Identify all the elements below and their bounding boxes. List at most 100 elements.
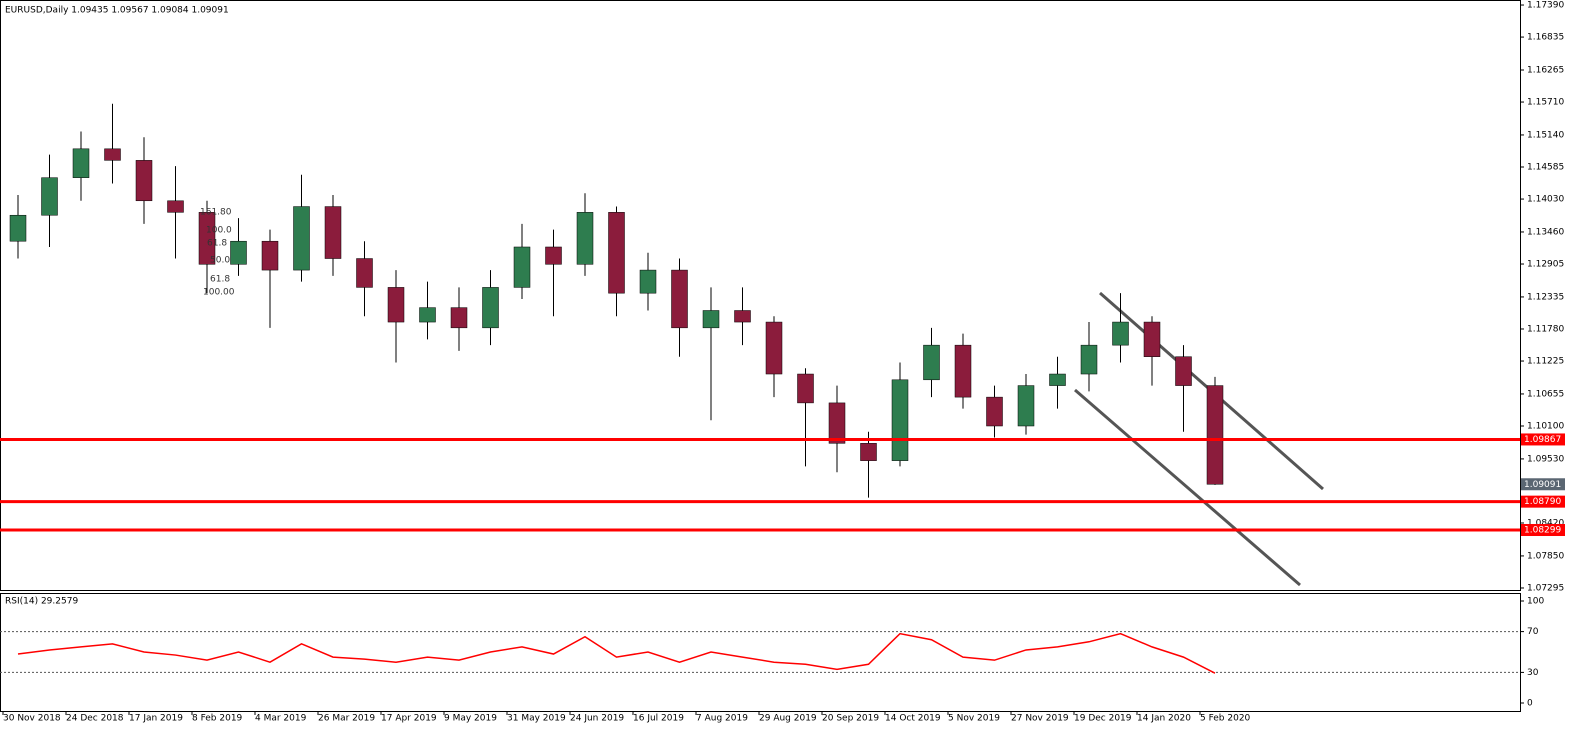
x-tick-label: 14 Oct 2019 — [885, 714, 941, 724]
y-tick-label: 1.09530 — [1527, 454, 1564, 464]
main-panel — [0, 0, 1521, 591]
candle-body — [419, 307, 436, 323]
fib-label: 100.00 — [203, 288, 235, 298]
candle-body — [356, 258, 373, 288]
candle-body — [954, 344, 972, 398]
x-tick-label: 17 Apr 2019 — [381, 714, 437, 724]
y-tick-label: 1.07295 — [1527, 583, 1564, 593]
level-label: 1.08790 — [1524, 497, 1561, 507]
x-tick-label: 26 Mar 2019 — [318, 714, 375, 724]
candle-body — [765, 321, 783, 375]
candle-body — [513, 246, 531, 288]
x-tick-label: 17 Jan 2019 — [129, 714, 183, 724]
last-price-label: 1.09091 — [1524, 480, 1561, 490]
candle-body — [135, 160, 153, 202]
x-tick-label: 19 Dec 2019 — [1074, 714, 1132, 724]
candle-body — [545, 246, 562, 265]
candle-body — [1017, 385, 1035, 427]
candle-body — [1175, 356, 1192, 386]
fib-label: 100.0 — [206, 226, 232, 236]
x-tick-label: 5 Feb 2020 — [1200, 714, 1251, 724]
rsi-panel — [0, 593, 1521, 712]
candle-body — [293, 206, 310, 271]
x-tick-label: 27 Nov 2019 — [1011, 714, 1069, 724]
candle-body — [72, 148, 90, 178]
level-box — [1521, 495, 1565, 508]
x-tick-label: 29 Aug 2019 — [759, 714, 817, 724]
y-tick-label: 1.17390 — [1527, 1, 1564, 11]
y-tick-label: 1.14030 — [1527, 195, 1564, 205]
fib-label: 61.8 — [207, 239, 227, 249]
last-price-box — [1521, 478, 1565, 491]
y-tick-label: 1.08420 — [1527, 519, 1564, 529]
x-tick-label: 4 Mar 2019 — [255, 714, 307, 724]
y-tick-label: 1.15140 — [1527, 130, 1564, 140]
x-tick-label: 14 Jan 2020 — [1137, 714, 1191, 724]
x-tick-label: 24 Jun 2019 — [570, 714, 624, 724]
y-tick-label: 1.14585 — [1527, 163, 1564, 173]
y-tick-label: 1.12905 — [1527, 260, 1564, 270]
fib-label: 50.0 — [210, 256, 230, 266]
fib-label: 161.80 — [200, 208, 232, 218]
x-tick-label: 9 May 2019 — [444, 714, 497, 724]
y-tick-label: 1.11225 — [1527, 357, 1564, 367]
x-tick-label: 16 Jul 2019 — [633, 714, 684, 724]
candle-body — [387, 287, 405, 323]
candle-body — [639, 269, 657, 294]
candle-body — [230, 240, 247, 265]
candle-body — [1112, 321, 1129, 346]
y-tick-label: 1.10100 — [1527, 421, 1564, 431]
y-tick-label: 1.11780 — [1527, 324, 1564, 334]
y-tick-label: 100 — [1527, 597, 1544, 607]
y-tick-label: 1.12335 — [1527, 292, 1564, 302]
channel-line — [1074, 388, 1301, 587]
x-tick-label: 24 Dec 2018 — [66, 714, 124, 724]
x-tick-label: 31 May 2019 — [507, 714, 566, 724]
candle-body — [198, 212, 216, 265]
candle-body — [1206, 385, 1224, 485]
rsi-title: RSI(14) 29.2579 — [5, 597, 78, 607]
x-tick-label: 7 Aug 2019 — [696, 714, 748, 724]
candle-body — [167, 200, 184, 213]
candle-body — [828, 402, 846, 444]
y-tick-label: 1.07850 — [1527, 551, 1564, 561]
y-tick-label: 1.13460 — [1527, 227, 1564, 237]
candle-body — [9, 214, 27, 242]
level-box — [1521, 433, 1565, 446]
candle-body — [450, 307, 468, 329]
level-label: 1.09867 — [1524, 435, 1561, 445]
candle-body — [986, 396, 1003, 427]
candle-body — [702, 310, 720, 329]
x-tick-label: 30 Nov 2018 — [3, 714, 61, 724]
x-tick-label: 8 Feb 2019 — [192, 714, 243, 724]
y-tick-label: 1.16835 — [1527, 33, 1564, 43]
candle-body — [1143, 321, 1161, 357]
y-tick-label: 1.10655 — [1527, 389, 1564, 399]
candle-body — [671, 269, 688, 329]
candle-body — [891, 379, 909, 461]
candle-body — [734, 310, 751, 323]
candle-body — [261, 240, 279, 271]
level-box — [1521, 524, 1565, 537]
candle-body — [482, 287, 499, 329]
y-tick-label: 0 — [1527, 699, 1533, 709]
candle-body — [860, 443, 877, 461]
candle-body — [923, 344, 940, 381]
candle-body — [1049, 373, 1066, 386]
candle-body — [324, 206, 342, 259]
x-tick-label: 5 Nov 2019 — [948, 714, 1000, 724]
candle-body — [608, 212, 625, 294]
y-tick-label: 30 — [1527, 668, 1539, 678]
y-tick-label: 70 — [1527, 627, 1539, 637]
rsi-line — [17, 632, 1216, 674]
candle-body — [797, 373, 814, 404]
candle-body — [41, 177, 58, 216]
candle-body — [576, 212, 594, 265]
y-tick-label: 1.15710 — [1527, 98, 1564, 108]
candle-body — [104, 148, 121, 161]
x-tick-label: 20 Sep 2019 — [822, 714, 879, 724]
candle-body — [1080, 344, 1098, 375]
chart-title: EURUSD,Daily 1.09435 1.09567 1.09084 1.0… — [5, 6, 229, 16]
level-label: 1.08299 — [1524, 526, 1561, 536]
